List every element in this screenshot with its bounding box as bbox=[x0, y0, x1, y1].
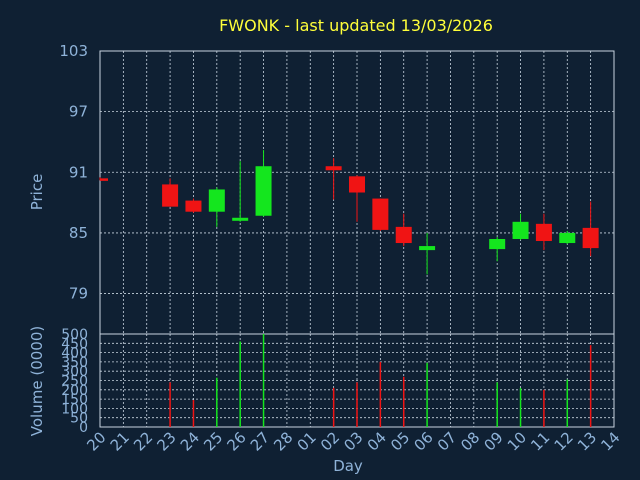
volume-y-tick-label: 350 bbox=[61, 355, 88, 371]
volume-y-tick-label: 450 bbox=[61, 336, 88, 352]
price-y-tick-label: 91 bbox=[69, 163, 88, 181]
volume-y-tick-label: 0 bbox=[79, 420, 88, 436]
volume-bar bbox=[239, 341, 241, 427]
volume-bar bbox=[566, 379, 569, 427]
candle-body bbox=[255, 166, 272, 216]
candle-body bbox=[372, 198, 389, 230]
x-tick-labels: 2021222324252627280102030405060708091011… bbox=[83, 428, 623, 454]
volume-bar bbox=[589, 345, 592, 427]
x-tick-label: 08 bbox=[457, 428, 483, 454]
x-tick-label: 09 bbox=[481, 428, 507, 454]
chart-title: FWONK - last updated 13/03/2026 bbox=[219, 16, 493, 35]
x-tick-label: 03 bbox=[340, 428, 366, 454]
candle-body bbox=[489, 238, 506, 250]
candle-body bbox=[395, 226, 412, 244]
x-tick-label: 12 bbox=[551, 428, 577, 454]
x-tick-label: 28 bbox=[270, 428, 296, 454]
candle-body bbox=[232, 217, 249, 221]
price-y-tick-label: 79 bbox=[69, 285, 88, 303]
price-y-tick-label: 103 bbox=[59, 42, 88, 60]
candle-body bbox=[325, 166, 342, 171]
volume-y-tick-label: 250 bbox=[61, 374, 88, 390]
x-tick-label: 21 bbox=[107, 428, 133, 454]
candle-body bbox=[162, 184, 179, 207]
volume-y-tick-label: 100 bbox=[61, 401, 88, 417]
volume-bar bbox=[169, 382, 171, 427]
x-tick-label: 24 bbox=[177, 428, 203, 454]
candle-body bbox=[100, 178, 108, 181]
volume-y-tick-label: 50 bbox=[70, 411, 88, 427]
x-tick-label: 11 bbox=[527, 428, 553, 454]
x-tick-label: 01 bbox=[294, 428, 320, 454]
candle-body bbox=[349, 176, 365, 193]
x-tick-label: 05 bbox=[387, 428, 413, 454]
volume-y-tick-label: 150 bbox=[61, 392, 88, 408]
price-y-tick-labels: 79 85 91 97 103 bbox=[59, 42, 88, 303]
candle-body bbox=[208, 189, 225, 212]
volume-bar bbox=[262, 334, 265, 427]
volume-bar bbox=[496, 382, 498, 427]
volume-y-tick-label: 300 bbox=[61, 364, 88, 380]
candle-body bbox=[185, 200, 202, 212]
volume-bar bbox=[519, 387, 522, 427]
x-tick-label: 14 bbox=[597, 428, 623, 454]
x-tick-label: 02 bbox=[317, 428, 343, 454]
volume-bar bbox=[426, 362, 428, 427]
volume-bar bbox=[543, 389, 545, 427]
price-y-tick-label: 97 bbox=[69, 103, 88, 121]
x-tick-label: 10 bbox=[504, 428, 530, 454]
x-axis-label: Day bbox=[333, 457, 363, 475]
volume-bars bbox=[169, 334, 592, 427]
price-panel: 79 85 91 97 103 Price bbox=[28, 42, 615, 335]
volume-bar bbox=[379, 361, 382, 427]
volume-y-tick-label: 200 bbox=[61, 383, 88, 399]
volume-bar bbox=[356, 382, 358, 427]
volume-bar bbox=[192, 400, 195, 427]
candle-body bbox=[582, 227, 599, 249]
candle-body bbox=[512, 221, 529, 239]
x-tick-label: 04 bbox=[364, 428, 390, 454]
x-tick-label: 13 bbox=[574, 428, 600, 454]
candle-body bbox=[535, 223, 552, 242]
price-y-tick-label: 85 bbox=[69, 224, 88, 242]
x-tick-label: 27 bbox=[247, 428, 273, 454]
candles bbox=[99, 150, 599, 275]
x-tick-label: 23 bbox=[153, 428, 179, 454]
volume-bar bbox=[216, 377, 218, 427]
x-tick-label: 25 bbox=[200, 428, 226, 454]
price-y-axis-label: Price bbox=[28, 174, 46, 211]
volume-y-tick-label: 500 bbox=[61, 327, 88, 343]
x-tick-label: 22 bbox=[130, 428, 156, 454]
volume-y-axis-label: Volume (0000) bbox=[28, 326, 46, 436]
x-tick-label: 07 bbox=[434, 428, 460, 454]
volume-y-tick-label: 400 bbox=[61, 346, 88, 362]
x-tick-label: 26 bbox=[224, 428, 250, 454]
volume-bar bbox=[332, 387, 335, 427]
candle-body bbox=[419, 246, 436, 251]
x-tick-label: 06 bbox=[410, 428, 436, 454]
candle-body bbox=[559, 232, 576, 244]
volume-bar bbox=[402, 376, 405, 427]
